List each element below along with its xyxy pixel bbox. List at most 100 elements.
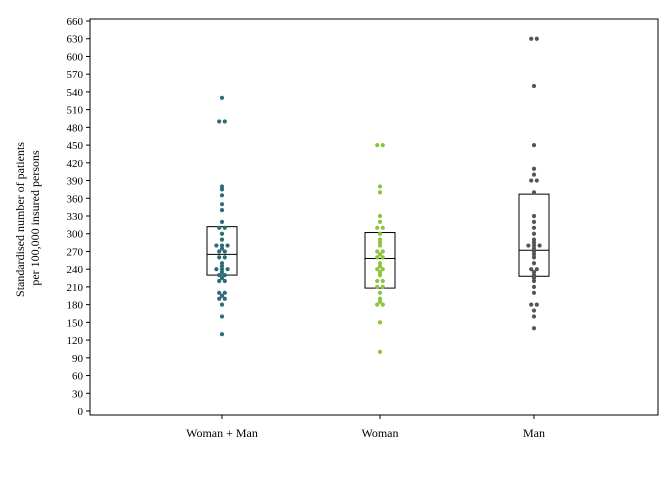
data-point (531, 237, 537, 242)
y-tick-label: 600 (67, 51, 84, 63)
data-point (219, 275, 225, 281)
data-point (377, 270, 383, 275)
data-point (531, 172, 537, 177)
data-point (219, 187, 225, 192)
data-point (219, 314, 225, 319)
data-point (217, 296, 222, 301)
data-point (377, 299, 383, 304)
data-point (222, 278, 227, 284)
y-tick-label: 510 (67, 105, 84, 117)
data-point (217, 249, 222, 254)
data-point (531, 290, 537, 295)
data-point (222, 255, 227, 260)
data-point (214, 267, 219, 272)
data-point (531, 142, 537, 148)
data-point (217, 272, 222, 278)
data-point (534, 178, 539, 183)
data-point (219, 207, 225, 213)
data-point (222, 249, 227, 254)
data-point (534, 267, 539, 272)
data-point (531, 83, 537, 89)
y-tick-label: 540 (67, 87, 84, 99)
y-tick-label: 480 (67, 122, 84, 134)
data-point (222, 225, 227, 230)
data-point (375, 249, 380, 254)
data-point (377, 240, 383, 245)
y-tick-label: 0 (78, 406, 84, 418)
data-point (375, 284, 380, 290)
data-point (222, 119, 227, 124)
y-tick-label: 210 (67, 282, 84, 294)
x-category-label: Woman + Man (186, 426, 258, 440)
y-axis-title-line-2: per 100,000 insured persons (28, 150, 42, 286)
data-point (375, 225, 380, 230)
data-point (377, 237, 383, 242)
data-point (217, 290, 222, 295)
data-point (377, 252, 383, 257)
data-point (531, 278, 537, 284)
data-point (531, 272, 537, 278)
data-point (531, 252, 537, 257)
data-point (531, 190, 537, 195)
data-point (219, 261, 225, 266)
data-point (377, 213, 383, 219)
data-point (529, 178, 534, 183)
series-group (518, 36, 550, 331)
y-tick-label: 570 (67, 69, 84, 81)
x-category-label: Woman (361, 426, 398, 440)
data-point (377, 231, 383, 236)
data-point (529, 267, 534, 272)
data-point (219, 243, 225, 248)
data-point (531, 231, 537, 236)
data-point (377, 349, 383, 355)
data-point (377, 190, 383, 195)
data-point (531, 314, 537, 319)
data-point (377, 261, 383, 266)
x-axis: Woman + Man Woman Man (186, 415, 545, 440)
data-point (219, 264, 225, 269)
data-point (375, 142, 380, 148)
data-point (219, 219, 225, 225)
data-point (214, 243, 219, 248)
data-point (375, 302, 380, 307)
y-tick-label: 60 (72, 371, 84, 383)
data-point (219, 302, 225, 307)
data-point (377, 219, 383, 225)
data-point (377, 264, 383, 269)
data-point (219, 193, 225, 198)
data-point (225, 243, 230, 248)
data-point (219, 332, 225, 337)
data-point (222, 296, 227, 301)
data-point (217, 255, 222, 260)
data-point (222, 272, 227, 278)
y-tick-label: 420 (67, 158, 84, 170)
data-point (377, 290, 383, 295)
data-point (531, 261, 537, 266)
data-point (380, 284, 385, 290)
data-point (219, 293, 225, 298)
data-point (531, 166, 537, 171)
data-point (529, 36, 534, 41)
series-group (364, 142, 396, 355)
data-point (219, 184, 225, 189)
data-point (380, 225, 385, 230)
data-point (377, 184, 383, 189)
data-point (377, 320, 383, 325)
data-point (219, 246, 225, 251)
data-point (219, 202, 225, 207)
data-point (531, 308, 537, 313)
data-point (219, 267, 225, 272)
y-tick-label: 150 (67, 317, 84, 329)
data-point (526, 243, 531, 248)
y-tick-label: 450 (67, 140, 84, 152)
data-point (531, 243, 537, 248)
data-point (377, 272, 383, 278)
series-layer (206, 36, 550, 355)
plot-frame (89, 18, 659, 416)
data-point (380, 302, 385, 307)
data-point (377, 296, 383, 301)
data-point (531, 225, 537, 230)
data-point (375, 255, 380, 260)
y-axis-title-line-1: Standardised number of patients (13, 142, 27, 297)
data-point (531, 240, 537, 245)
